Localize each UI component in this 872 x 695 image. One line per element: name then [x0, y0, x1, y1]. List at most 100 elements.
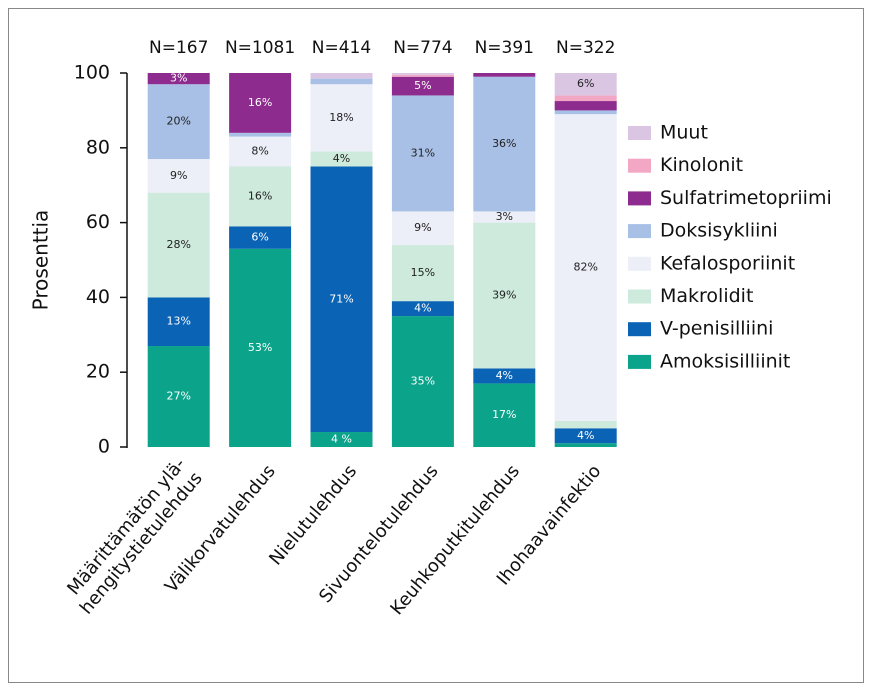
data-label: 5%	[414, 79, 431, 92]
data-label: 3%	[496, 210, 513, 223]
legend-swatch	[628, 224, 651, 239]
data-label: 39%	[492, 289, 516, 302]
data-label: 28%	[166, 238, 190, 251]
data-label: 17%	[492, 408, 516, 421]
bar-segment	[473, 76, 536, 212]
data-label: 9%	[170, 169, 187, 182]
bar-segment	[229, 248, 292, 447]
y-tick-label: 60	[86, 211, 110, 233]
bar-segment	[310, 151, 373, 167]
y-tick-label: 0	[98, 436, 110, 458]
y-tick-label: 100	[74, 62, 110, 84]
data-label: 6%	[577, 77, 594, 90]
frame	[8, 8, 864, 683]
data-label: 16%	[248, 96, 272, 109]
n-label: N=322	[556, 38, 615, 58]
legend-swatch	[628, 158, 651, 173]
bar-segment	[473, 368, 536, 384]
data-label: 6%	[251, 231, 268, 244]
data-label: 71%	[329, 292, 353, 305]
legend-label: Doksisykliini	[660, 220, 778, 242]
bar-segment	[229, 73, 292, 133]
data-label: 8%	[251, 145, 268, 158]
bar-segment	[147, 297, 210, 347]
legend-label: Amoksisilliinit	[660, 350, 790, 372]
legend-label: Sulfatrimetopriimi	[660, 187, 832, 209]
data-label: 4%	[414, 302, 431, 315]
bar-segment	[147, 73, 210, 85]
data-label: 35%	[411, 375, 435, 388]
legend-label: V-penisilliini	[660, 318, 773, 340]
bar-segment	[310, 432, 373, 447]
bar-segment	[391, 316, 454, 447]
bar-segment	[554, 443, 617, 447]
data-label: 27%	[166, 390, 190, 403]
bar-segment	[229, 166, 292, 227]
bar-segment	[391, 95, 454, 212]
n-label: N=1081	[225, 38, 295, 58]
bar-segment	[391, 73, 454, 75]
data-label: 4%	[577, 429, 594, 442]
data-label: 13%	[166, 315, 190, 328]
x-tick-label: Nielutulehdus	[265, 461, 361, 570]
data-label: 31%	[411, 146, 435, 159]
data-label: 53%	[248, 341, 272, 354]
bar-segment	[554, 110, 617, 115]
legend-label: Makrolidit	[660, 285, 753, 307]
legend-swatch	[628, 289, 651, 304]
data-label: 9%	[414, 221, 431, 234]
y-tick-label: 20	[86, 361, 110, 383]
data-label: 18%	[329, 111, 353, 124]
bar-segment	[391, 76, 454, 96]
legend-swatch	[628, 256, 651, 271]
bar-segment	[554, 101, 617, 111]
data-label: 82%	[573, 260, 597, 273]
bar-segment	[554, 114, 617, 421]
x-tick-label-line: hengitystietulehdus	[76, 468, 207, 618]
bar-segment	[310, 84, 373, 152]
data-label: 3%	[170, 72, 187, 85]
bar-segment	[473, 73, 536, 77]
bar-segment	[147, 84, 210, 160]
data-label: 20%	[166, 115, 190, 128]
legend-swatch	[628, 191, 651, 206]
bar-segment	[229, 132, 292, 137]
bar-segment	[310, 78, 373, 85]
bar-segment	[147, 192, 210, 298]
legend-swatch	[628, 126, 651, 140]
n-label: N=391	[475, 38, 534, 58]
bar-segment	[391, 74, 454, 77]
y-tick-label: 40	[86, 286, 110, 308]
x-tick-label: Määrittämätön ylä-hengitystietulehdus	[59, 454, 207, 619]
data-label: 4%	[333, 152, 350, 165]
data-label: 4%	[496, 369, 513, 382]
bar-segment	[391, 211, 454, 246]
bar-segment	[310, 73, 373, 79]
bar-segment	[473, 383, 536, 447]
y-axis-label: Prosenttia	[29, 210, 53, 311]
n-label: N=414	[312, 38, 371, 58]
legend-label: Kinolonit	[660, 154, 743, 176]
bar-segment	[554, 95, 617, 102]
bar-segment	[391, 301, 454, 317]
bar-segment	[147, 346, 210, 447]
bar-segment	[229, 226, 292, 249]
bar-segment	[473, 222, 536, 369]
bar-segment	[554, 428, 617, 444]
bar-segment	[391, 245, 454, 302]
legend-swatch	[628, 354, 651, 369]
data-label: 16%	[248, 189, 272, 202]
data-label: 4 %	[331, 433, 352, 446]
y-tick-label: 80	[86, 136, 110, 158]
bar-segment	[229, 136, 292, 167]
legend-label: Kefalosporiinit	[660, 252, 795, 274]
bar-segment	[554, 420, 617, 429]
bar-segment	[473, 211, 536, 223]
data-label: 15%	[411, 266, 435, 279]
legend-label: Muut	[660, 122, 708, 144]
data-label: 36%	[492, 137, 516, 150]
n-label: N=774	[393, 38, 452, 58]
bar-segment	[147, 159, 210, 193]
bar-segment	[554, 73, 617, 96]
